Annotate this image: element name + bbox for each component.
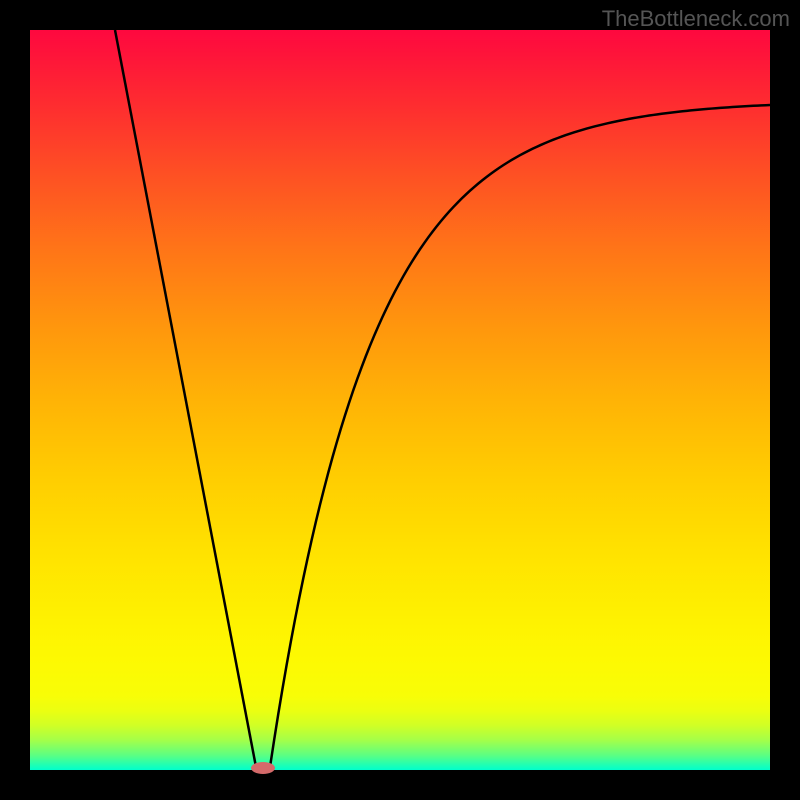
- trough-marker: [251, 762, 275, 774]
- chart-svg: [0, 0, 800, 800]
- chart-container: TheBottleneck.com: [0, 0, 800, 800]
- plot-background-gradient: [30, 30, 770, 770]
- watermark-text: TheBottleneck.com: [602, 6, 790, 32]
